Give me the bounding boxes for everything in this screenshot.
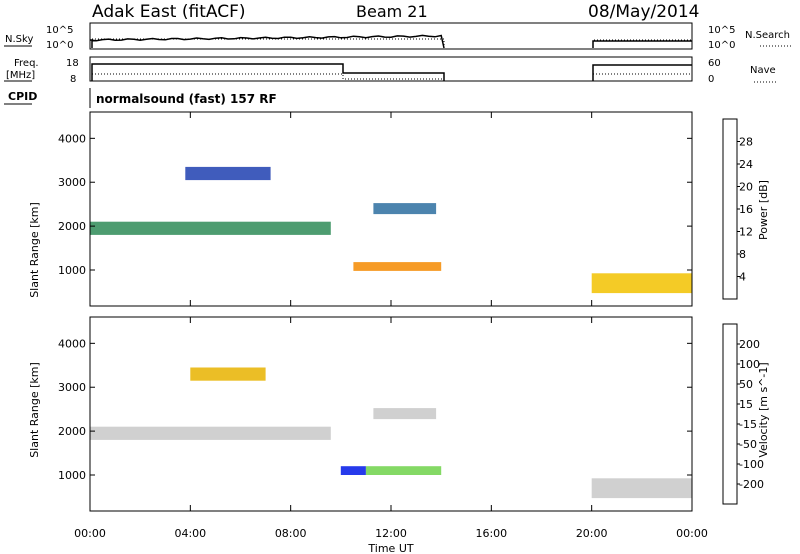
cpid-panel: CPID normalsound (fast) 157 RF (4, 88, 277, 108)
colorbar-frame (722, 118, 738, 300)
power-marks (90, 166, 692, 294)
y-tick-label-3: 4000 (58, 337, 86, 350)
x-axis-label: Time UT (367, 542, 413, 554)
power-panel: 1000 2000 3000 4000 Slant Range [km] 4 8 12 16… (28, 111, 770, 307)
nsky-frame (89, 22, 693, 50)
colorbar-tick-label-7: -200 (739, 478, 764, 491)
heatmap-band-4 (591, 273, 692, 294)
y-tick-label-0: 1000 (58, 469, 86, 482)
site-title: Adak East (fitACF) (92, 2, 246, 22)
velocity-panel: 1000 2000 3000 4000 Slant Range [km] 200 100… (28, 316, 770, 512)
freq-unit: [MHz] (6, 70, 35, 81)
colorbar-tick-label-3: 16 (739, 203, 753, 216)
heatmap-band-0 (90, 426, 331, 440)
velocity-y-axis: 1000 2000 3000 4000 (58, 337, 692, 482)
freq-frame (89, 56, 693, 82)
freq-panel: Freq. [MHz] 18 8 60 0 Nave (4, 56, 776, 85)
nave-trace (92, 73, 692, 80)
colorbar-tick-label-1: 8 (739, 248, 746, 261)
freq-label: Freq. (14, 58, 39, 69)
velocity-marks (90, 367, 692, 499)
y-tick-label-1: 2000 (58, 425, 86, 438)
colorbar-tick-label-3: 15 (739, 398, 753, 411)
heatmap-band-0 (90, 221, 331, 235)
time-axis: 00:00 04:00 08:00 12:00 16:00 20:00 00:00 (74, 112, 708, 540)
y-tick-label-1: 2000 (58, 220, 86, 233)
colorbar-tick-label-4: 20 (739, 181, 753, 194)
velocity-y-label: Slant Range [km] (28, 362, 41, 458)
colorbar-tick-label-5: -50 (739, 438, 757, 451)
nsky-tick-top: 10^5 (46, 25, 73, 36)
nave-label: Nave (750, 65, 776, 76)
nsky-tick-bottom: 10^0 (46, 40, 73, 51)
power-y-axis: 1000 2000 3000 4000 (58, 132, 692, 277)
freq-tick-bottom: 8 (70, 74, 76, 85)
cpid-label: CPID (8, 90, 37, 103)
x-tick-label-3: 12:00 (375, 527, 407, 540)
nsearch-label: N.Search (745, 30, 790, 41)
nsky-label: N.Sky (5, 34, 33, 45)
power-colorbar-label: Power [dB] (757, 180, 770, 240)
nsearch-tick-bottom: 10^0 (708, 40, 735, 51)
x-tick-label-5: 20:00 (576, 527, 608, 540)
heatmap-band-1 (340, 466, 366, 475)
colorbar-tick-label-5: 24 (739, 158, 753, 171)
heatmap-band-2 (365, 466, 442, 475)
velocity-colorbar-label: Velocity [m s^-1] (757, 362, 770, 457)
y-tick-label-3: 4000 (58, 132, 86, 145)
beam-label: Beam 21 (356, 2, 428, 21)
colorbar-tick-label-6: -100 (739, 458, 764, 471)
date-label: 08/May/2014 (588, 2, 700, 22)
x-tick-label-6: 00:00 (676, 527, 708, 540)
header: Adak East (fitACF) Beam 21 08/May/2014 (92, 2, 700, 22)
colorbar-frame (722, 323, 738, 505)
nave-tick-top: 60 (708, 58, 721, 69)
y-tick-label-2: 3000 (58, 381, 86, 394)
velocity-colorbar: 200 100 50 15 -15 -50 -100 -200 (722, 323, 764, 505)
heatmap-band-2 (373, 203, 437, 215)
nsky-trace (89, 34, 692, 49)
freq-tick-top: 18 (66, 58, 79, 69)
x-tick-label-4: 16:00 (475, 527, 507, 540)
nsky-panel: N.Sky 10^5 10^0 10^5 10^0 N.Search (4, 22, 792, 51)
colorbar-tick-label-4: -15 (739, 418, 757, 431)
colorbar-tick-label-6: 28 (739, 136, 753, 149)
nsearch-tick-top: 10^5 (708, 25, 735, 36)
heatmap-band-5 (591, 478, 692, 499)
colorbar-tick-label-0: 4 (739, 271, 746, 284)
x-tick-label-2: 08:00 (275, 527, 307, 540)
nave-tick-bottom: 0 (708, 74, 714, 85)
cpid-text: normalsound (fast) 157 RF (96, 92, 277, 106)
heatmap-band-4 (190, 367, 266, 381)
colorbar-tick-label-1: 100 (739, 358, 760, 371)
colorbar-tick-label-2: 12 (739, 226, 753, 239)
heatmap-band-3 (373, 408, 437, 420)
heatmap-band-3 (185, 166, 271, 181)
power-colorbar: 4 8 12 16 20 24 28 (722, 118, 753, 300)
colorbar-tick-label-2: 50 (739, 378, 753, 391)
freq-trace (91, 63, 692, 81)
x-tick-label-0: 00:00 (74, 527, 106, 540)
power-y-label: Slant Range [km] (28, 202, 41, 298)
x-tick-label-1: 04:00 (174, 527, 206, 540)
heatmap-band-1 (353, 262, 442, 271)
colorbar-tick-label-0: 200 (739, 338, 760, 351)
y-tick-label-0: 1000 (58, 264, 86, 277)
y-tick-label-2: 3000 (58, 176, 86, 189)
